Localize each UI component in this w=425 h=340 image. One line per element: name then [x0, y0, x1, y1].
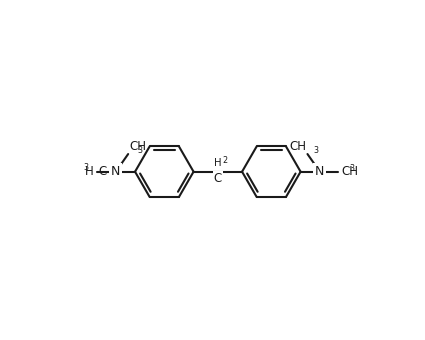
Text: 3: 3 [84, 163, 89, 172]
Text: 2: 2 [222, 156, 227, 165]
Text: N: N [315, 165, 325, 178]
Text: C: C [99, 165, 107, 178]
Text: CH: CH [129, 140, 146, 153]
Text: N: N [111, 165, 120, 178]
Text: H: H [214, 158, 221, 168]
Text: C: C [214, 172, 222, 186]
Text: CH: CH [290, 140, 307, 153]
Text: H: H [85, 165, 94, 178]
Text: 3: 3 [137, 146, 142, 155]
Text: 3: 3 [314, 146, 319, 155]
Text: 3: 3 [350, 164, 355, 173]
Text: CH: CH [341, 165, 358, 178]
